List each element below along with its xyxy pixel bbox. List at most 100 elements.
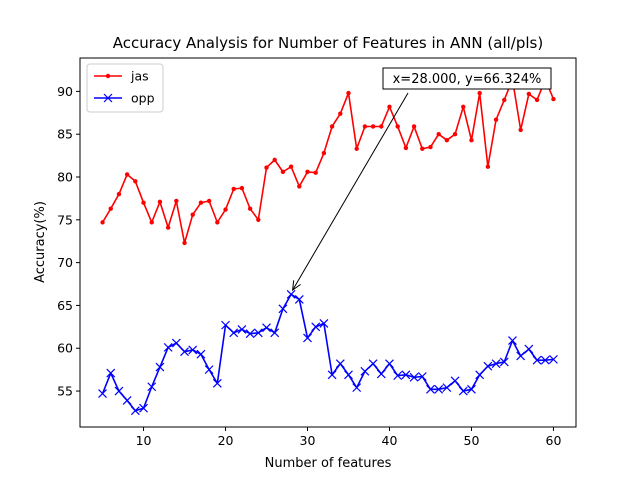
x-axis: 10 20 30 40 50 60 — [136, 427, 561, 448]
data-point-opp — [303, 333, 312, 343]
data-point-jas — [411, 124, 417, 129]
data-point-opp — [98, 389, 107, 399]
data-point-opp — [540, 355, 550, 365]
data-point-opp — [483, 361, 493, 371]
data-point-opp — [524, 344, 534, 354]
data-point-opp — [180, 347, 189, 357]
data-point-jas — [428, 144, 433, 150]
data-point-jas — [247, 206, 253, 211]
data-point-opp — [122, 396, 132, 405]
data-point-opp — [311, 322, 321, 332]
data-point-jas — [436, 131, 441, 137]
y-tick-label: 70 — [57, 255, 73, 270]
data-point-opp — [417, 372, 427, 381]
data-point-opp — [549, 354, 558, 364]
data-point-jas — [313, 170, 318, 175]
data-point-jas — [149, 220, 154, 225]
y-tick-label: 55 — [57, 384, 73, 399]
x-tick-label: 30 — [300, 433, 316, 448]
data-point-jas — [174, 198, 179, 204]
data-point-opp — [450, 376, 460, 386]
data-point-opp — [196, 349, 206, 359]
data-point-jas — [297, 184, 302, 189]
annotation-text: x=28.000, y=66.324% — [393, 72, 542, 87]
data-point-opp — [360, 366, 370, 376]
y-axis: 55 60 65 70 75 80 85 90 — [57, 84, 80, 399]
data-point-jas — [502, 97, 507, 103]
data-point-opp — [508, 336, 517, 345]
data-point-jas — [493, 117, 499, 122]
legend-label-opp: opp — [131, 91, 155, 106]
data-point-opp — [532, 355, 542, 365]
data-point-jas — [206, 198, 212, 204]
x-tick-label: 10 — [136, 433, 152, 448]
data-point-jas — [444, 137, 450, 143]
y-tick-label: 60 — [57, 341, 73, 356]
data-point-jas — [362, 124, 368, 129]
x-axis-label: Number of features — [265, 456, 392, 471]
data-point-opp — [245, 329, 255, 339]
data-point-opp — [442, 383, 452, 393]
data-point-jas — [157, 199, 163, 205]
data-point-opp — [106, 368, 116, 378]
data-point-opp — [335, 359, 345, 369]
data-point-jas — [403, 145, 409, 151]
data-point-opp — [212, 378, 222, 388]
y-tick-label: 90 — [57, 84, 73, 99]
data-point-jas — [338, 111, 343, 116]
legend-marker-opp — [103, 93, 113, 103]
data-point-jas — [198, 200, 204, 205]
data-point-opp — [163, 342, 173, 352]
data-point-opp — [352, 383, 362, 393]
data-point-jas — [190, 212, 195, 217]
data-point-jas — [452, 131, 458, 137]
data-point-opp — [344, 370, 353, 380]
x-tick-label: 40 — [382, 433, 398, 448]
data-point-opp — [426, 384, 435, 394]
data-point-opp — [327, 370, 337, 380]
data-point-jas — [346, 90, 351, 96]
data-point-opp — [204, 365, 214, 375]
data-point-opp — [171, 338, 181, 348]
data-point-jas — [182, 240, 187, 246]
data-point-jas — [108, 206, 113, 211]
data-point-opp — [253, 328, 263, 338]
data-point-opp — [270, 328, 280, 338]
data-point-opp — [278, 304, 288, 314]
annotation-box — [382, 67, 552, 90]
data-point-jas — [305, 169, 310, 175]
data-point-opp — [237, 324, 247, 334]
annotation-arrow-head — [291, 280, 301, 292]
data-point-opp — [499, 357, 509, 367]
data-point-jas — [264, 165, 269, 170]
data-point-jas — [288, 164, 294, 169]
data-point-jas — [124, 172, 130, 177]
data-point-opp — [491, 359, 501, 369]
data-point-jas — [534, 97, 540, 103]
data-point-jas — [461, 104, 466, 110]
data-point-jas — [321, 150, 327, 156]
data-point-jas — [141, 200, 146, 205]
data-point-opp — [368, 359, 378, 369]
data-point-opp — [458, 386, 468, 396]
data-point-jas — [485, 164, 491, 169]
data-point-jas — [477, 90, 482, 96]
data-point-opp — [376, 369, 386, 379]
data-point-opp — [286, 289, 296, 299]
plot-frame — [79, 57, 577, 428]
data-point-opp — [229, 328, 239, 338]
data-point-opp — [475, 370, 485, 380]
data-point-jas — [551, 96, 556, 102]
data-point-opp — [409, 372, 419, 382]
legend-label-jas: jas — [130, 69, 149, 84]
y-axis-label: Accuracy(%) — [33, 201, 48, 283]
data-point-opp — [385, 359, 394, 369]
data-point-jas — [395, 124, 400, 129]
data-point-opp — [114, 386, 124, 396]
y-tick-label: 85 — [57, 127, 73, 142]
data-point-jas — [518, 127, 523, 133]
data-point-jas — [280, 169, 286, 175]
data-point-opp — [294, 295, 304, 304]
annotation-arrow-line — [292, 92, 409, 291]
